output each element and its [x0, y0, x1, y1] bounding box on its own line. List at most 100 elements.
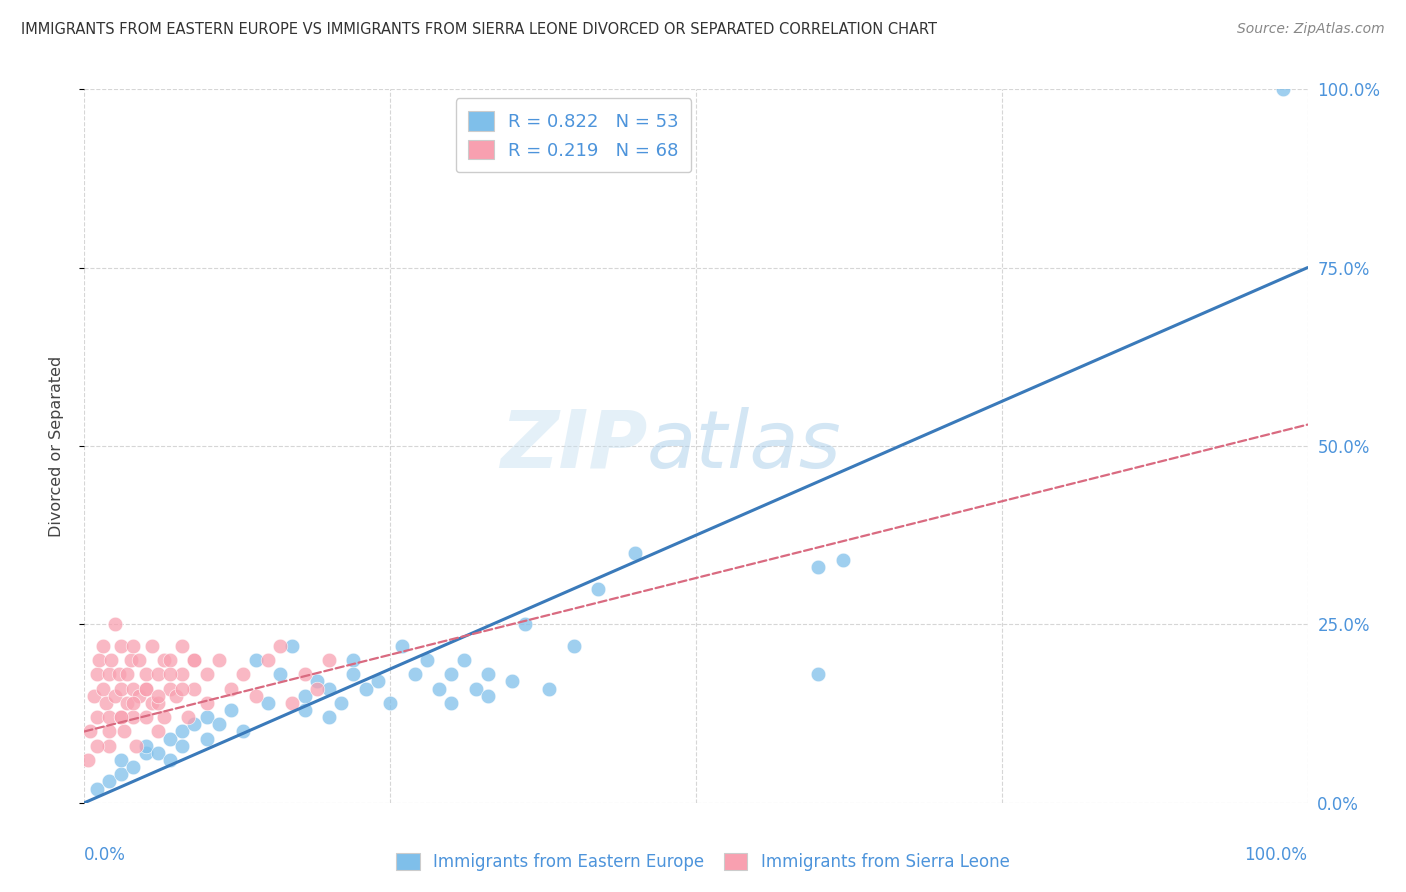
- Point: [96, 696, 118, 710]
- Point: [183, 717, 205, 731]
- Point: [159, 653, 181, 667]
- Legend: R = 0.822   N = 53, R = 0.219   N = 68: R = 0.822 N = 53, R = 0.219 N = 68: [456, 98, 692, 172]
- Point: [86, 781, 108, 796]
- Point: [122, 710, 145, 724]
- Point: [172, 681, 194, 696]
- Point: [120, 653, 142, 667]
- Point: [91, 681, 114, 696]
- Point: [208, 653, 231, 667]
- Point: [562, 639, 585, 653]
- Point: [232, 667, 254, 681]
- Point: [477, 689, 499, 703]
- Point: [294, 667, 316, 681]
- Point: [153, 710, 176, 724]
- Point: [245, 653, 267, 667]
- Point: [464, 681, 486, 696]
- Point: [110, 639, 132, 653]
- Point: [305, 681, 328, 696]
- Point: [79, 724, 101, 739]
- Point: [97, 739, 120, 753]
- Point: [342, 667, 364, 681]
- Point: [195, 710, 218, 724]
- Point: [183, 681, 205, 696]
- Point: [107, 667, 129, 681]
- Point: [97, 774, 120, 789]
- Point: [195, 731, 218, 746]
- Point: [153, 653, 176, 667]
- Point: [146, 724, 169, 739]
- Point: [453, 653, 475, 667]
- Point: [208, 717, 231, 731]
- Point: [97, 710, 120, 724]
- Point: [165, 689, 187, 703]
- Point: [391, 639, 413, 653]
- Y-axis label: Divorced or Separated: Divorced or Separated: [49, 355, 63, 537]
- Point: [177, 710, 200, 724]
- Point: [538, 681, 561, 696]
- Point: [318, 681, 340, 696]
- Point: [86, 710, 108, 724]
- Point: [86, 739, 108, 753]
- Point: [146, 667, 169, 681]
- Point: [440, 696, 463, 710]
- Point: [404, 667, 426, 681]
- Text: 100.0%: 100.0%: [1244, 846, 1308, 863]
- Point: [281, 696, 304, 710]
- Point: [318, 710, 340, 724]
- Point: [354, 681, 377, 696]
- Point: [219, 681, 242, 696]
- Point: [245, 689, 267, 703]
- Point: [83, 689, 105, 703]
- Point: [135, 710, 157, 724]
- Point: [110, 710, 132, 724]
- Point: [135, 667, 157, 681]
- Point: [110, 767, 132, 781]
- Point: [294, 703, 316, 717]
- Point: [135, 681, 157, 696]
- Point: [135, 681, 157, 696]
- Point: [146, 689, 169, 703]
- Point: [104, 689, 127, 703]
- Point: [440, 667, 463, 681]
- Point: [112, 724, 135, 739]
- Text: ZIP: ZIP: [499, 407, 647, 485]
- Point: [97, 724, 120, 739]
- Point: [183, 653, 205, 667]
- Point: [159, 681, 181, 696]
- Point: [110, 710, 132, 724]
- Point: [1272, 82, 1295, 96]
- Point: [831, 553, 853, 567]
- Point: [624, 546, 647, 560]
- Point: [195, 696, 218, 710]
- Point: [141, 696, 163, 710]
- Point: [427, 681, 450, 696]
- Point: [172, 639, 194, 653]
- Point: [110, 753, 132, 767]
- Point: [122, 760, 145, 774]
- Point: [807, 560, 830, 574]
- Point: [77, 753, 100, 767]
- Point: [477, 667, 499, 681]
- Point: [172, 739, 194, 753]
- Point: [294, 689, 316, 703]
- Point: [330, 696, 353, 710]
- Point: [122, 696, 145, 710]
- Point: [586, 582, 609, 596]
- Point: [135, 746, 157, 760]
- Point: [122, 681, 145, 696]
- Point: [97, 667, 120, 681]
- Point: [416, 653, 439, 667]
- Point: [232, 724, 254, 739]
- Point: [135, 739, 157, 753]
- Point: [159, 667, 181, 681]
- Point: [195, 667, 218, 681]
- Point: [87, 653, 110, 667]
- Text: atlas: atlas: [647, 407, 842, 485]
- Point: [115, 667, 138, 681]
- Point: [380, 696, 402, 710]
- Legend: Immigrants from Eastern Europe, Immigrants from Sierra Leone: Immigrants from Eastern Europe, Immigran…: [388, 845, 1018, 880]
- Point: [146, 696, 169, 710]
- Point: [367, 674, 389, 689]
- Point: [128, 653, 150, 667]
- Point: [342, 653, 364, 667]
